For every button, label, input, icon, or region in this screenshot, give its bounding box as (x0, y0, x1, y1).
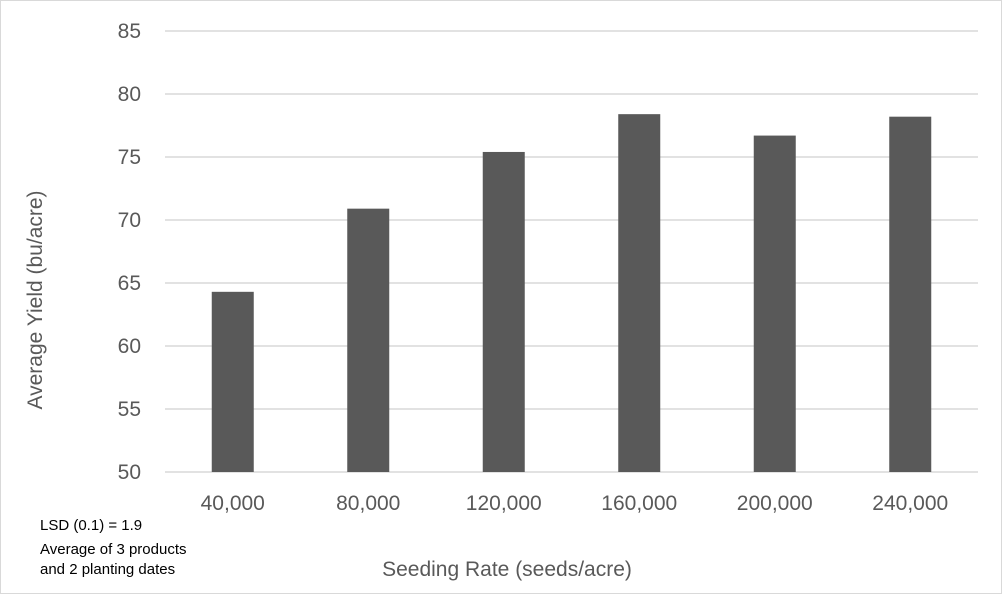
bar-200000 (753, 135, 796, 472)
y-tick-label: 75 (118, 146, 141, 169)
bar-40000 (211, 291, 254, 472)
y-tick-label: 55 (118, 398, 141, 421)
average-note-line-1: Average of 3 products (40, 541, 187, 558)
bar-160000 (618, 114, 661, 472)
y-tick-label: 70 (118, 209, 141, 232)
bars (211, 114, 932, 473)
x-tick-label: 200,000 (737, 492, 813, 515)
y-tick-label: 85 (118, 20, 141, 43)
lsd-note: LSD (0.1) = 1.9 (40, 517, 143, 534)
y-tick-label: 50 (118, 461, 141, 484)
x-tick-label: 80,000 (336, 492, 400, 515)
x-tick-label: 160,000 (601, 492, 677, 515)
y-tick-label: 65 (118, 272, 141, 295)
y-axis-title: Average Yield (bu/acre) (24, 190, 47, 409)
y-tick-label: 60 (118, 335, 141, 358)
bar-120000 (482, 151, 525, 472)
y-tick-labels: 50 55 60 65 70 75 80 85 (118, 20, 141, 484)
x-tick-label: 240,000 (872, 492, 948, 515)
bar-80000 (347, 208, 390, 472)
bar-240000 (889, 116, 932, 473)
average-note-line-2: and 2 planting dates (40, 561, 176, 578)
x-axis-title: Seeding Rate (seeds/acre) (382, 558, 632, 581)
y-tick-label: 80 (118, 83, 141, 106)
x-tick-label: 40,000 (201, 492, 265, 515)
x-tick-labels: 40,000 80,000 120,000 160,000 200,000 240,000 (201, 492, 949, 515)
gridlines (165, 30, 978, 473)
x-tick-label: 120,000 (466, 492, 542, 515)
